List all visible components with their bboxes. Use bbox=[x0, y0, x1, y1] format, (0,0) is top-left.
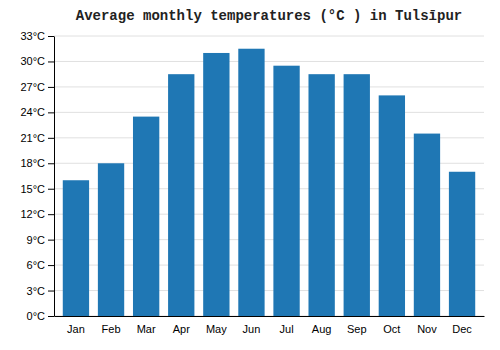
y-tick-mark bbox=[48, 138, 54, 139]
y-tick: 33°C bbox=[20, 30, 54, 42]
y-tick-mark bbox=[48, 163, 54, 164]
x-tick-label: Sep bbox=[347, 323, 367, 335]
y-tick-mark bbox=[48, 265, 54, 266]
x-tick: Nov bbox=[417, 323, 437, 335]
x-tick: Jun bbox=[243, 323, 261, 335]
y-tick-mark bbox=[48, 316, 54, 317]
x-tick: Dec bbox=[452, 323, 472, 335]
y-tick-label: 12°C bbox=[20, 208, 45, 220]
y-tick-mark bbox=[48, 36, 54, 37]
bar bbox=[344, 74, 370, 316]
bar bbox=[414, 134, 440, 316]
y-tick: 24°C bbox=[20, 106, 54, 118]
x-tick: Feb bbox=[102, 323, 121, 335]
y-tick-mark bbox=[48, 87, 54, 88]
bar bbox=[308, 74, 334, 316]
y-tick-label: 18°C bbox=[20, 157, 45, 169]
x-tick: Jan bbox=[67, 323, 85, 335]
x-tick-label: Jun bbox=[243, 323, 261, 335]
y-tick-label: 0°C bbox=[27, 310, 46, 322]
x-tick-label: Apr bbox=[173, 323, 190, 335]
bar bbox=[98, 163, 124, 316]
bar bbox=[449, 172, 475, 316]
y-tick: 27°C bbox=[20, 81, 54, 93]
y-tick-mark bbox=[48, 291, 54, 292]
y-tick-label: 6°C bbox=[27, 259, 46, 271]
x-tick-label: Jul bbox=[280, 323, 294, 335]
x-tick-label: Feb bbox=[102, 323, 121, 335]
y-tick-label: 33°C bbox=[20, 30, 45, 42]
grid-line bbox=[54, 36, 484, 37]
x-tick: Oct bbox=[383, 323, 400, 335]
y-tick-mark bbox=[48, 112, 54, 113]
y-tick-label: 27°C bbox=[20, 81, 45, 93]
grid-line bbox=[54, 86, 484, 87]
title: Average monthly temperatures (°C ) in Tu… bbox=[76, 8, 462, 24]
bar bbox=[238, 49, 264, 316]
x-tick: Jul bbox=[280, 323, 294, 335]
x-tick: Aug bbox=[312, 323, 332, 335]
x-tick-label: May bbox=[206, 323, 227, 335]
x-axis-line bbox=[55, 316, 485, 317]
y-tick-label: 24°C bbox=[20, 106, 45, 118]
x-tick-label: Dec bbox=[452, 323, 472, 335]
bar bbox=[168, 74, 194, 316]
y-axis-line bbox=[54, 37, 55, 317]
x-tick: Mar bbox=[137, 323, 156, 335]
y-tick: 6°C bbox=[27, 259, 54, 271]
x-tick-label: Nov bbox=[417, 323, 437, 335]
y-tick-label: 9°C bbox=[27, 234, 46, 246]
y-axis: 0°C 3°C 6°C 9°C 12°C 15°C 18°C 21°C 24°C 27°C 30°C… bbox=[20, 30, 54, 322]
y-tick-mark bbox=[48, 61, 54, 62]
y-tick: 9°C bbox=[27, 234, 54, 246]
bar bbox=[63, 180, 89, 316]
y-tick-label: 21°C bbox=[20, 132, 45, 144]
grid bbox=[54, 36, 484, 316]
y-tick: 18°C bbox=[20, 157, 54, 169]
grid-line bbox=[54, 61, 484, 62]
x-tick: May bbox=[206, 323, 227, 335]
chart: Jan Feb Mar Apr May Jun Jul Aug Sep Oct Nov Dec 0°C 3… bbox=[0, 0, 500, 350]
x-axis: Jan Feb Mar Apr May Jun Jul Aug Sep Oct Nov Dec bbox=[55, 317, 485, 335]
y-tick-mark bbox=[48, 189, 54, 190]
bar bbox=[379, 95, 405, 316]
y-tick-mark bbox=[48, 214, 54, 215]
y-tick: 3°C bbox=[27, 285, 54, 297]
x-tick-label: Aug bbox=[312, 323, 332, 335]
y-tick-label: 30°C bbox=[20, 55, 45, 67]
y-tick-label: 3°C bbox=[27, 285, 46, 297]
bar bbox=[203, 53, 229, 316]
y-tick: 12°C bbox=[20, 208, 54, 220]
y-tick: 0°C bbox=[27, 310, 54, 322]
x-tick-label: Oct bbox=[383, 323, 400, 335]
y-tick: 15°C bbox=[20, 183, 54, 195]
y-tick-label: 15°C bbox=[20, 183, 45, 195]
x-tick: Sep bbox=[347, 323, 367, 335]
y-tick-mark bbox=[48, 240, 54, 241]
x-tick-label: Jan bbox=[67, 323, 85, 335]
bar bbox=[273, 66, 299, 316]
plot-area bbox=[63, 49, 475, 316]
y-tick: 30°C bbox=[20, 55, 54, 67]
x-tick-label: Mar bbox=[137, 323, 156, 335]
x-tick: Apr bbox=[173, 323, 190, 335]
grid-line bbox=[54, 112, 484, 113]
y-tick: 21°C bbox=[20, 132, 54, 144]
bar bbox=[133, 117, 159, 316]
